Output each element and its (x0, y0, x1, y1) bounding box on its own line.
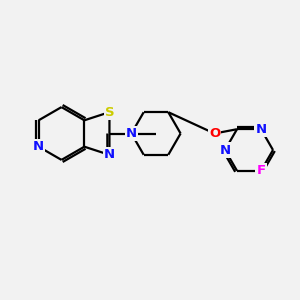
Text: N: N (219, 143, 231, 157)
Text: N: N (255, 123, 267, 136)
Text: O: O (209, 127, 220, 140)
Text: N: N (104, 148, 115, 161)
Text: S: S (105, 106, 114, 118)
Text: N: N (33, 140, 44, 153)
Text: N: N (126, 127, 137, 140)
Text: F: F (256, 164, 266, 177)
